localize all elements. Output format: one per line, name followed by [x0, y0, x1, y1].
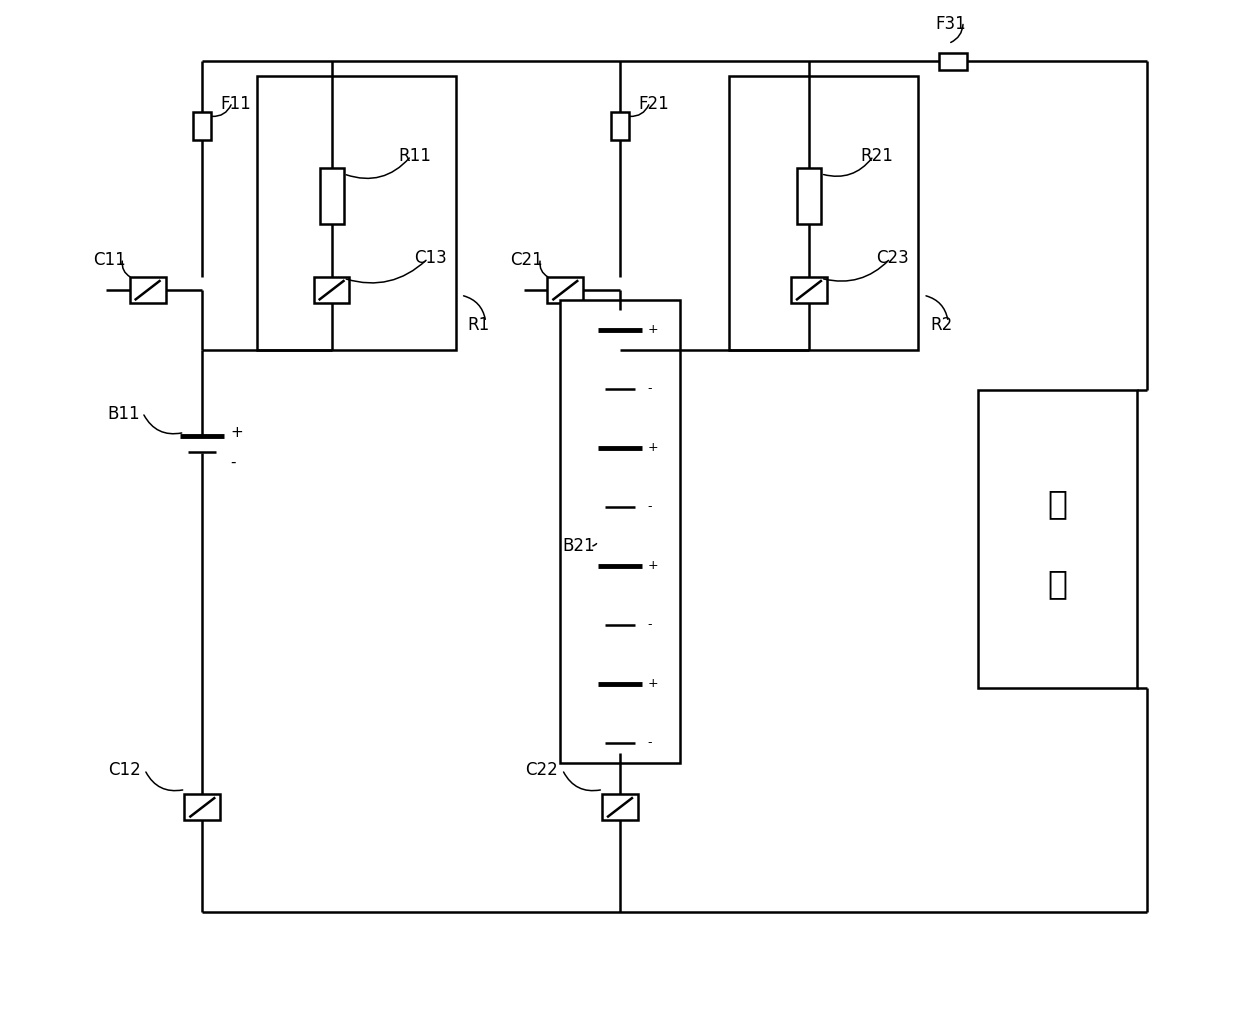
Bar	[547, 277, 583, 303]
Text: 负: 负	[1048, 487, 1068, 521]
Bar	[560, 300, 680, 763]
Bar	[939, 52, 967, 71]
Bar	[791, 277, 827, 303]
Bar	[320, 167, 343, 224]
Text: F31: F31	[935, 15, 966, 32]
Text: -: -	[647, 737, 652, 749]
Text: -: -	[647, 382, 652, 396]
Bar	[978, 389, 1137, 688]
Text: R1: R1	[467, 316, 490, 334]
Text: +: +	[231, 425, 243, 440]
Text: -: -	[231, 455, 236, 470]
Text: R2: R2	[930, 316, 952, 334]
Text: +: +	[647, 559, 658, 572]
Bar	[603, 794, 637, 820]
Text: -: -	[647, 500, 652, 514]
Bar	[257, 77, 456, 350]
Bar	[729, 77, 919, 350]
Text: F11: F11	[221, 95, 250, 113]
Bar	[611, 112, 629, 140]
Text: C11: C11	[93, 251, 125, 269]
Text: 载: 载	[1048, 567, 1068, 600]
Text: C23: C23	[877, 249, 909, 267]
Bar	[797, 167, 821, 224]
Bar	[130, 277, 165, 303]
Text: C13: C13	[414, 249, 446, 267]
Text: B11: B11	[108, 406, 140, 424]
Text: F21: F21	[637, 95, 668, 113]
Text: B21: B21	[562, 537, 595, 555]
Text: +: +	[647, 441, 658, 454]
Text: +: +	[647, 677, 658, 690]
Text: R21: R21	[861, 147, 894, 164]
Bar	[185, 794, 221, 820]
Bar	[193, 112, 211, 140]
Bar	[314, 277, 350, 303]
Text: -: -	[647, 619, 652, 632]
Text: C21: C21	[511, 251, 543, 269]
Text: R11: R11	[398, 147, 432, 164]
Text: C22: C22	[526, 761, 558, 779]
Text: C12: C12	[108, 761, 140, 779]
Text: +: +	[647, 324, 658, 336]
